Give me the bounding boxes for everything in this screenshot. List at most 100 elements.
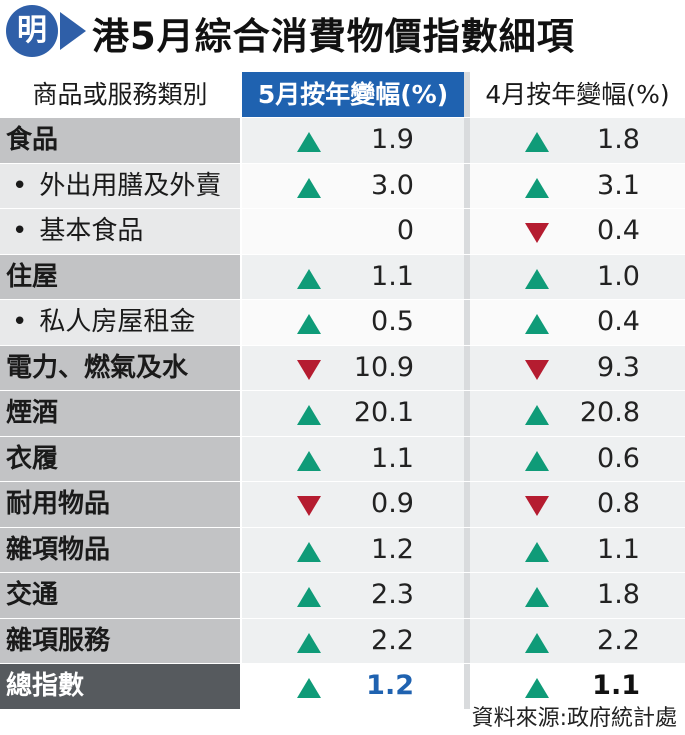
cell-may: 1.2 [242,527,464,572]
change-value: 2.2 [597,624,640,656]
table-header: 商品或服務類別 5月按年變幅(%) 4月按年變幅(%) [0,72,685,117]
row-label: 食品 [0,118,240,163]
up-arrow-icon [525,177,549,198]
row-label-text: 基本食品 [39,216,144,246]
cell-may: 2.2 [242,618,464,663]
down-arrow-icon [525,223,549,243]
down-arrow-icon [297,359,321,380]
up-arrow-icon [297,405,321,425]
cell-april: 1.1 [470,664,685,709]
change-value: 0 [396,215,414,246]
up-arrow-icon [525,268,549,289]
up-arrow-icon [525,678,549,698]
row-label: • 基本食品 [0,209,240,254]
row-label: 電力、燃氣及水 [0,345,240,390]
cell-april: 20.8 [470,391,685,436]
table-row: 食品 1.9 1.8 [0,117,685,163]
change-value: 2.3 [371,579,414,610]
table-row: 總指數 1.2 1.1 [0,663,685,709]
change-value: 0.9 [371,488,414,519]
change-value: 3.1 [597,169,640,201]
row-label: 雜項物品 [0,527,240,572]
change-value: 20.1 [353,397,414,428]
table-row: 交通 2.3 1.8 [0,572,685,618]
up-arrow-icon [297,632,321,653]
down-arrow-icon [525,496,549,516]
up-arrow-icon [525,632,549,653]
change-value: 1.1 [371,442,414,474]
row-label-text: 外出用膳及外賣 [39,170,222,201]
cell-april: 3.1 [470,163,685,208]
title-row: 明 港5月綜合消費物價指數細項 [0,0,685,62]
cell-may: 1.2 [242,664,464,709]
page-title: 港5月綜合消費物價指數細項 [92,15,575,58]
up-arrow-icon [297,587,321,607]
row-label: 交通 [0,573,240,618]
table-row: 耐用物品 0.9 0.8 [0,481,685,527]
table-row: • 外出用膳及外賣 3.0 3.1 [0,162,685,208]
cell-may: 0 [242,209,464,254]
row-label: 耐用物品 [0,482,240,527]
row-label-text: 食品 [6,125,59,155]
table-body: 食品 1.9 1.8 • 外出用膳及外賣 3.0 3.1 • 基本食品 0 0.4 住屋 1.1 1.0 •… [0,117,685,709]
up-arrow-icon [525,314,549,334]
up-arrow-icon [525,405,549,425]
up-arrow-icon [525,450,549,471]
cell-may: 1.1 [242,436,464,481]
up-arrow-icon [297,314,321,334]
header-april: 4月按年變幅(%) [470,72,685,117]
change-value: 0.4 [597,306,640,337]
change-value: 1.2 [366,670,414,701]
row-label-text: 雜項物品 [6,534,111,565]
table-row: 煙酒 20.1 20.8 [0,390,685,436]
bullet-icon: • [12,170,28,201]
change-value: 1.8 [597,579,640,610]
cell-may: 0.9 [242,482,464,527]
row-label: 總指數 [0,664,240,709]
cell-may: 2.3 [242,573,464,618]
change-value: 1.1 [371,260,414,292]
cell-april: 1.8 [470,573,685,618]
up-arrow-icon [297,541,321,562]
up-arrow-icon [525,541,549,562]
cell-may: 10.9 [242,345,464,390]
source-note: 資料來源:政府統計處 [471,706,677,731]
cell-april: 2.2 [470,618,685,663]
change-value: 1.8 [597,124,640,155]
up-arrow-icon [297,268,321,289]
table-row: 電力、燃氣及水 10.9 9.3 [0,344,685,390]
up-arrow-icon [297,132,321,152]
header-may: 5月按年變幅(%) [242,72,464,117]
cell-may: 0.5 [242,300,464,345]
cell-april: 9.3 [470,345,685,390]
change-value: 1.9 [371,124,414,155]
cell-april: 1.0 [470,254,685,299]
change-value: 9.3 [597,351,640,383]
row-label-text: 雜項服務 [6,625,111,656]
row-label: 煙酒 [0,391,240,436]
down-arrow-icon [525,359,549,380]
table-row: • 基本食品 0 0.4 [0,208,685,254]
change-value: 10.9 [353,351,414,383]
row-label-text: 住屋 [6,261,59,292]
row-label: 住屋 [0,254,240,299]
table-row: 雜項服務 2.2 2.2 [0,617,685,663]
row-label-text: 交通 [6,580,59,610]
header-category: 商品或服務類別 [0,72,240,117]
row-label-text: 總指數 [6,671,85,701]
cpi-table: 商品或服務類別 5月按年變幅(%) 4月按年變幅(%) 食品 1.9 1.8 • 外出用… [0,72,685,709]
cell-may: 20.1 [242,391,464,436]
change-value: 3.0 [371,169,414,201]
bullet-icon: • [12,307,28,337]
change-value: 1.0 [597,260,640,292]
up-arrow-icon [525,587,549,607]
cell-april: 1.1 [470,527,685,572]
row-label: 衣履 [0,436,240,481]
bullet-icon: • [12,216,28,246]
up-arrow-icon [297,678,321,698]
table-row: • 私人房屋租金 0.5 0.4 [0,299,685,345]
down-arrow-icon [297,496,321,516]
change-value: 0.6 [597,442,640,474]
table-row: 雜項物品 1.2 1.1 [0,526,685,572]
